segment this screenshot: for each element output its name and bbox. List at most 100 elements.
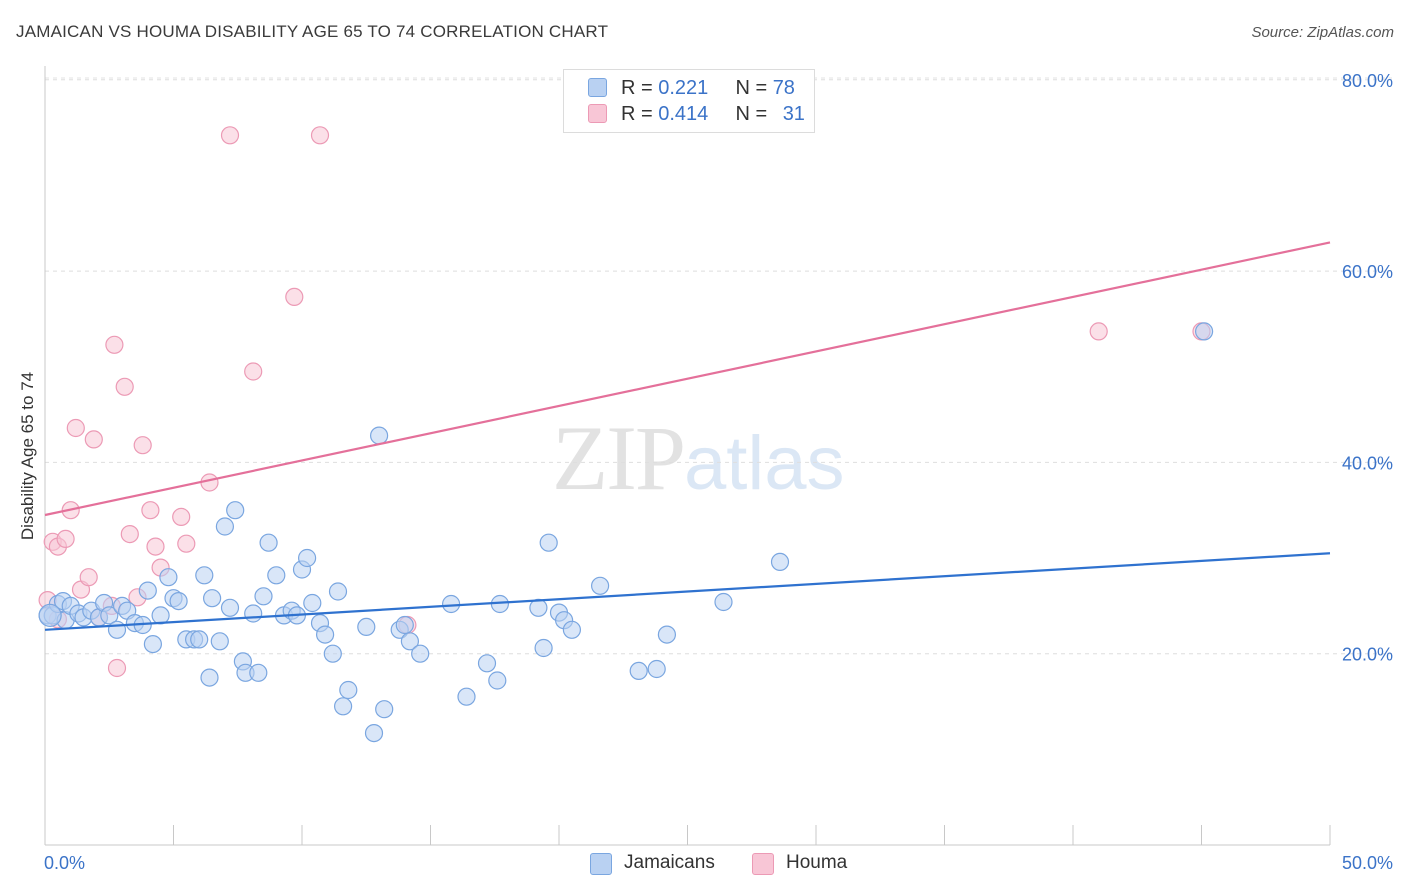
y-tick-label: 80.0%	[1342, 71, 1393, 91]
jamaicans-point	[629, 661, 648, 681]
jamaicans-point	[395, 615, 414, 635]
data-points	[38, 126, 1214, 743]
y-tick-label: 20.0%	[1342, 645, 1393, 665]
jamaicans-point	[226, 501, 245, 520]
houma-point	[120, 524, 139, 544]
houma-point	[66, 418, 85, 438]
chart-title: JAMAICAN VS HOUMA DISABILITY AGE 65 TO 7…	[16, 22, 609, 41]
jamaicans-legend-label: Jamaicans	[624, 852, 715, 873]
legend-r-label: R =	[621, 77, 659, 99]
watermark-zip: ZIP	[552, 407, 686, 509]
jamaicans-point	[107, 620, 127, 639]
houma-point	[220, 126, 240, 145]
jamaicans-point	[562, 620, 582, 639]
jamaicans-point	[411, 644, 430, 663]
houma-point	[79, 568, 98, 587]
houma-trend-line	[44, 241, 1331, 517]
x-tick-label: 50.0%	[1342, 853, 1393, 873]
jamaicans-point	[488, 671, 507, 690]
jamaicans-point	[770, 552, 790, 572]
jamaicans-point	[590, 576, 610, 595]
houma-point	[107, 658, 127, 678]
jamaicans-point	[457, 687, 476, 706]
source-label: Source: ZipAtlas.com	[1251, 24, 1394, 41]
jamaicans-point	[375, 700, 394, 719]
trend-lines	[44, 241, 1331, 631]
jamaicans-point	[195, 566, 214, 585]
legend-r-value-houma: 0.414	[658, 103, 709, 125]
jamaicans-point	[357, 617, 376, 637]
jamaicans-point	[200, 668, 219, 687]
legend-r-label: R =	[621, 103, 659, 125]
legend-n-label: N =	[735, 77, 773, 99]
x-tick-label: 0.0%	[44, 853, 85, 873]
tick-labels: 20.0% 40.0% 60.0% 80.0% 0.0% 50.0% Disability …	[18, 71, 1393, 873]
houma-point	[133, 436, 152, 455]
jamaicans-point	[370, 426, 389, 445]
houma-point	[1089, 322, 1108, 341]
jamaicans-point	[298, 548, 317, 568]
jamaicans-trend-line	[44, 552, 1331, 631]
jamaicans-point	[138, 581, 157, 600]
jamaicans-point	[143, 634, 162, 654]
jamaicans-point	[1194, 322, 1214, 341]
houma-point	[115, 377, 134, 396]
houma-legend-swatch	[752, 853, 774, 875]
houma-point	[172, 507, 191, 527]
houma-legend-label: Houma	[786, 852, 848, 873]
jamaicans-point	[249, 663, 268, 682]
jamaicans-point	[303, 593, 322, 613]
axes	[44, 66, 1331, 846]
jamaicans-point	[534, 638, 553, 658]
jamaicans-point	[169, 591, 188, 611]
jamaicans-point	[267, 566, 286, 585]
houma-point	[200, 473, 219, 492]
jamaicans-point	[159, 568, 178, 587]
jamaicans-point	[647, 659, 666, 679]
jamaicans-point	[477, 654, 497, 673]
houma-point	[141, 501, 160, 520]
jamaicans-point	[203, 589, 222, 608]
jamaicans-point	[328, 582, 348, 601]
jamaicans-point	[316, 625, 335, 644]
jamaicans-point	[100, 606, 119, 625]
houma-point	[177, 534, 196, 553]
jamaicans-point	[323, 644, 342, 663]
houma-point	[84, 430, 103, 449]
jamaicans-point	[220, 598, 240, 617]
jamaicans-point	[38, 603, 62, 628]
houma-point	[146, 537, 165, 556]
correlation-legend: R = 0.221 N = 78 R = 0.414 N = 31	[563, 69, 815, 133]
legend-n-label: N =	[735, 103, 773, 125]
houma-point	[56, 529, 75, 549]
jamaicans-swatch	[588, 78, 607, 97]
legend-n-value-houma: 31	[782, 103, 805, 125]
houma-swatch	[588, 104, 607, 123]
jamaicans-point	[210, 632, 229, 651]
jamaicans-point	[259, 533, 278, 552]
jamaicans-point	[657, 625, 677, 644]
jamaicans-point	[339, 680, 358, 700]
jamaicans-point	[254, 587, 273, 606]
y-axis-title: Disability Age 65 to 74	[18, 372, 37, 540]
houma-point	[285, 287, 304, 306]
houma-point	[105, 335, 124, 354]
jamaicans-point	[529, 598, 548, 617]
legend-n-value-jamaicans: 78	[772, 77, 795, 99]
jamaicans-point	[364, 723, 384, 743]
jamaicans-point	[215, 517, 234, 536]
houma-point	[310, 126, 330, 145]
jamaicans-point	[400, 632, 419, 651]
jamaicans-point	[151, 606, 170, 625]
jamaicans-point	[244, 604, 263, 623]
jamaicans-point	[714, 592, 733, 612]
watermark-atlas: atlas	[684, 421, 845, 506]
y-tick-label: 40.0%	[1342, 453, 1393, 473]
jamaicans-point	[190, 630, 209, 649]
watermark: ZIPatlas	[552, 405, 845, 511]
jamaicans-point	[539, 533, 558, 552]
legend-r-value-jamaicans: 0.221	[658, 77, 709, 99]
y-tick-label: 60.0%	[1342, 262, 1393, 282]
jamaicans-legend-swatch	[590, 853, 612, 875]
